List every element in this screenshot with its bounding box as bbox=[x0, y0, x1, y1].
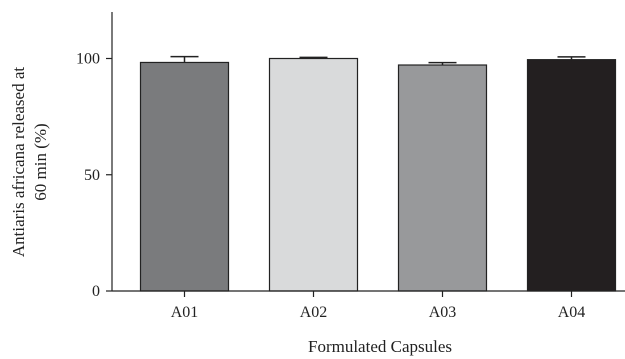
x-tick-label-a02: A02 bbox=[300, 304, 328, 321]
bars-group bbox=[139, 57, 617, 292]
y-axis-label-line-2: 60 min (%) bbox=[31, 123, 50, 200]
x-tick-label-a01: A01 bbox=[171, 304, 199, 321]
y-ticks-group: 0 50 100 bbox=[76, 51, 112, 300]
y-axis-label-line-1: Antiaris africana released at bbox=[9, 67, 28, 257]
y-tick-label-0: 0 bbox=[92, 283, 100, 300]
x-tick-label-a04: A04 bbox=[558, 304, 586, 321]
error-bar-a04 bbox=[557, 56, 586, 60]
y-tick-label-1: 50 bbox=[84, 167, 100, 184]
bar-a04 bbox=[526, 59, 617, 292]
x-tick-label-a03: A03 bbox=[429, 304, 457, 321]
y-axis-label: Antiaris africana released at 60 min (%) bbox=[9, 67, 50, 257]
error-bars-group bbox=[170, 55, 586, 66]
bar-a02 bbox=[268, 57, 359, 292]
error-bar-a02 bbox=[299, 56, 328, 59]
y-tick-label-2: 100 bbox=[76, 51, 100, 68]
bar-a03 bbox=[397, 64, 488, 292]
bar-a01 bbox=[139, 61, 230, 292]
x-axis-label: Formulated Capsules bbox=[308, 337, 452, 356]
error-bar-a01 bbox=[170, 55, 199, 63]
error-bar-a03 bbox=[428, 61, 457, 66]
x-ticks-group: A01 A02 A03 A04 bbox=[171, 291, 586, 321]
